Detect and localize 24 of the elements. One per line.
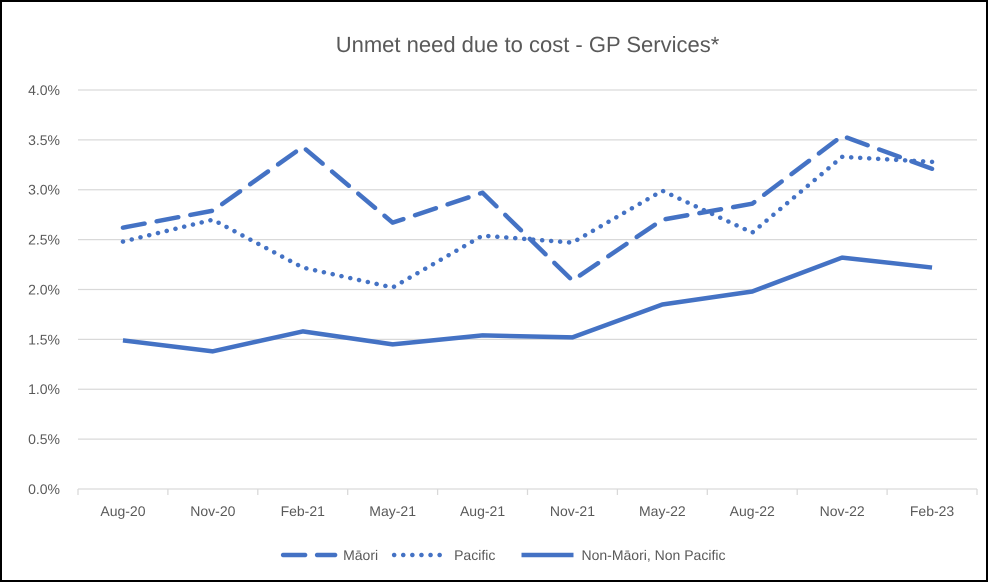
y-tick-label: 4.0% xyxy=(28,82,60,98)
legend-label: Māori xyxy=(343,546,378,563)
y-tick-label: 0.5% xyxy=(28,431,60,448)
line-series xyxy=(120,255,934,354)
x-tick-label: Nov-20 xyxy=(190,503,236,519)
y-tick-label: 0.0% xyxy=(28,480,60,497)
legend-label: Non-Māori, Non Pacific xyxy=(582,546,726,563)
x-tick-label: Feb-21 xyxy=(280,503,326,519)
y-tick-label: 3.5% xyxy=(28,132,60,148)
x-tick-label: Aug-21 xyxy=(460,503,506,519)
x-tick-label: Nov-22 xyxy=(820,503,865,519)
x-tick-label: Aug-22 xyxy=(730,503,776,519)
x-tick-label: May-21 xyxy=(369,503,416,519)
y-tick-label: 2.0% xyxy=(28,281,60,298)
y-tick-label: 1.5% xyxy=(28,331,60,348)
chart-title: Unmet need due to cost - GP Services* xyxy=(336,32,720,57)
x-tick-label: May-22 xyxy=(639,503,686,519)
x-tick-label: Nov-21 xyxy=(550,503,596,519)
x-tick-label: Aug-20 xyxy=(100,503,146,519)
y-tick-label: 2.5% xyxy=(28,232,60,248)
x-tick-label: Feb-23 xyxy=(910,503,954,519)
y-tick-label: 3.0% xyxy=(28,182,60,198)
legend-label: Pacific xyxy=(454,546,496,563)
y-tick-label: 1.0% xyxy=(28,381,60,398)
